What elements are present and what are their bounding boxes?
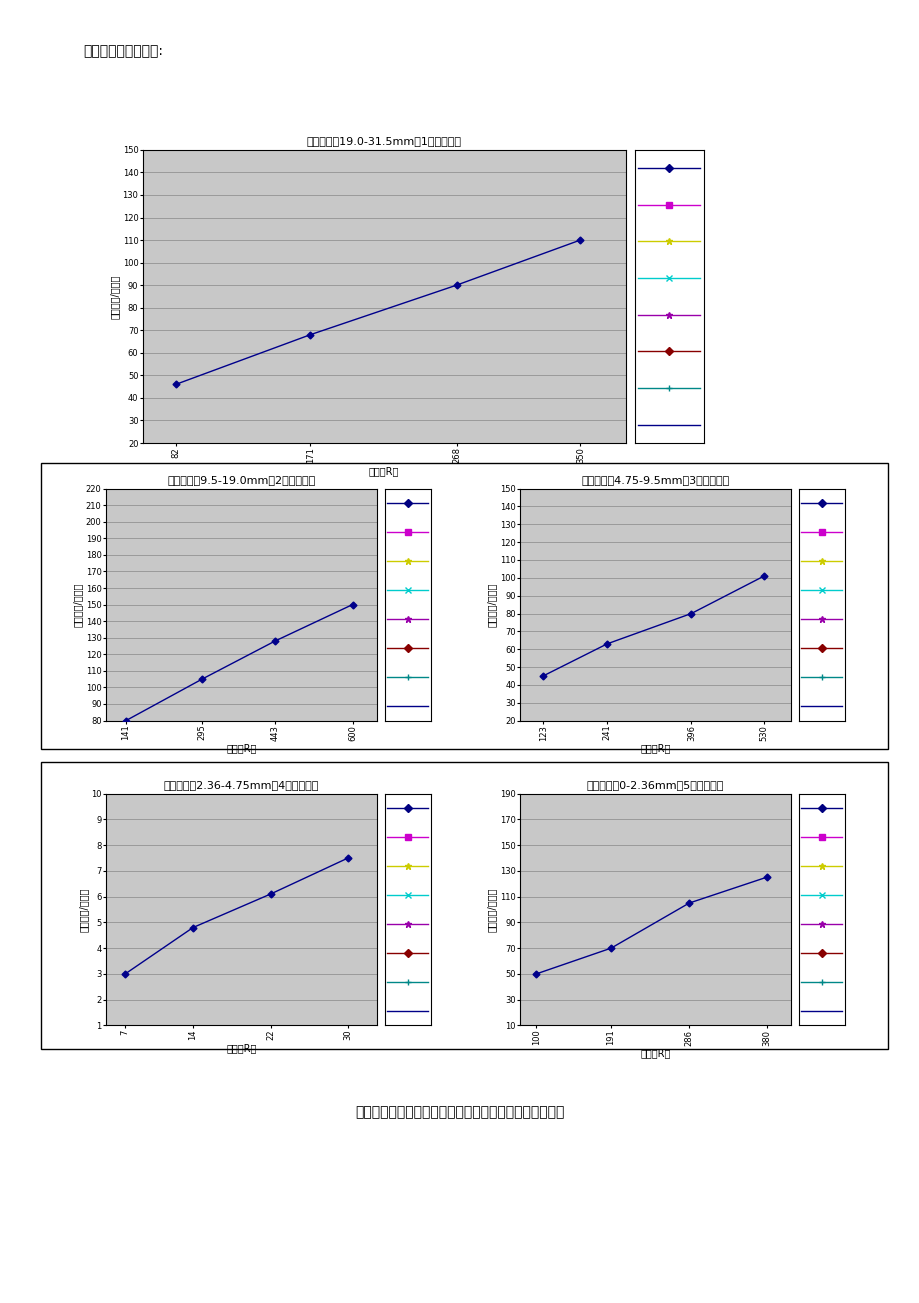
X-axis label: 转速（R）: 转速（R） [640,744,670,753]
Title: 水稳拌合站4.75-9.5mm（3号料）标定: 水稳拌合站4.75-9.5mm（3号料）标定 [581,476,729,485]
Title: 水稳拌合站9.5-19.0mm（2号料）标定: 水稳拌合站9.5-19.0mm（2号料）标定 [167,476,315,485]
Title: 水稳拌合站0-2.36mm（5号料）标定: 水稳拌合站0-2.36mm（5号料）标定 [586,780,723,790]
X-axis label: 转速（R）: 转速（R） [369,466,399,476]
Text: 骨料标定曲线如下图:: 骨料标定曲线如下图: [83,44,163,59]
Y-axis label: 产量（吨/小时）: 产量（吨/小时） [486,887,496,932]
Title: 水稳拌合站19.0-31.5mm（1号料）标定: 水稳拌合站19.0-31.5mm（1号料）标定 [306,137,461,146]
Y-axis label: 产量（吨/小时）: 产量（吨/小时） [486,582,496,627]
X-axis label: 转速（R）: 转速（R） [640,1049,670,1058]
Title: 水稳拌合站2.36-4.75mm（4号料）标定: 水稳拌合站2.36-4.75mm（4号料）标定 [164,780,319,790]
Y-axis label: 产量（吨/小时）: 产量（吨/小时） [73,582,83,627]
Text: 水泥稳定碎石拌和站各料斗出料量与皮带转速的关系曲线: 水泥稳定碎石拌和站各料斗出料量与皮带转速的关系曲线 [355,1105,564,1119]
X-axis label: 转速（R）: 转速（R） [226,1042,256,1053]
X-axis label: 转速（R）: 转速（R） [226,744,256,753]
Y-axis label: 产量（吨/小时）: 产量（吨/小时） [78,887,88,932]
Y-axis label: 产量（吨/小时）: 产量（吨/小时） [109,274,119,319]
